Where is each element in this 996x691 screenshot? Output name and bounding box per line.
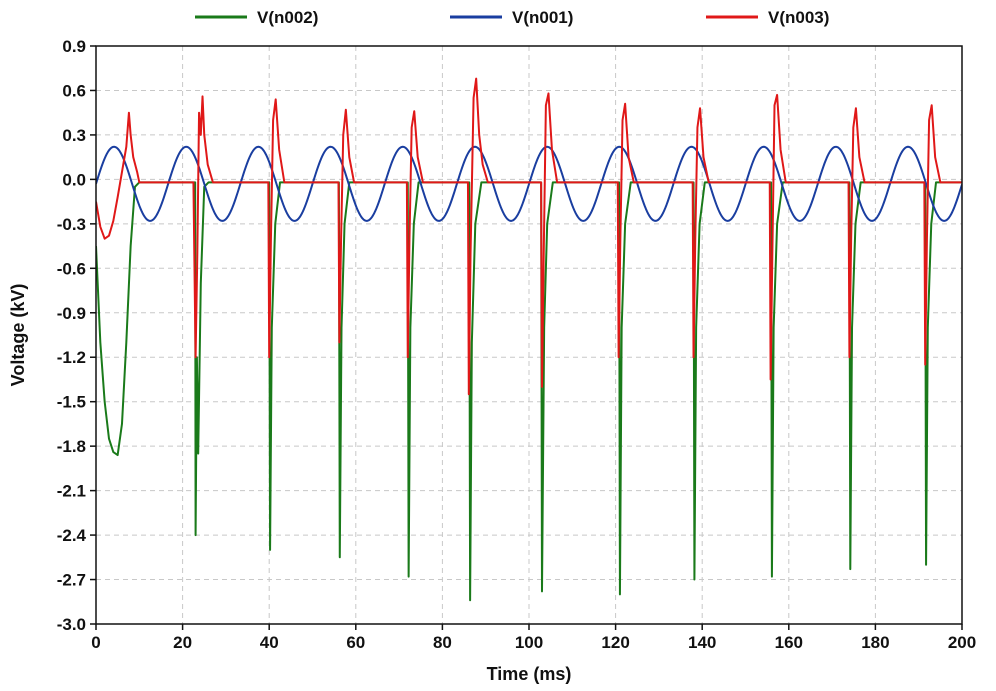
y-tick-label: 0.0 xyxy=(62,170,86,189)
y-tick-label: -0.6 xyxy=(57,259,86,278)
axis-ticks: 0 20 40 60 80 100 120 140 160 180 200 0.9 0.6 0.3 0.0 -… xyxy=(57,37,976,652)
legend-label: V(n001) xyxy=(512,8,573,27)
legend-label: V(n002) xyxy=(257,8,318,27)
x-tick-label: 200 xyxy=(948,633,976,652)
x-tick-label: 80 xyxy=(433,633,452,652)
y-tick-label: 0.9 xyxy=(62,37,86,56)
y-tick-label: -2.4 xyxy=(57,526,87,545)
y-tick-label: 0.3 xyxy=(62,126,86,145)
y-tick-label: -1.8 xyxy=(57,437,86,456)
y-tick-label: -1.2 xyxy=(57,348,86,367)
x-tick-label: 60 xyxy=(346,633,365,652)
x-tick-label: 100 xyxy=(515,633,543,652)
series-line-v-n003 xyxy=(96,77,962,396)
y-tick-label: -3.0 xyxy=(57,615,86,634)
series-line-v-n001 xyxy=(96,145,962,222)
y-tick-label: -2.1 xyxy=(57,482,86,501)
x-tick-label: 140 xyxy=(688,633,716,652)
legend: V(n002) V(n001) V(n003) xyxy=(195,8,829,27)
x-tick-label: 180 xyxy=(861,633,889,652)
y-tick-label: -2.7 xyxy=(57,571,86,590)
plot-series xyxy=(96,77,962,602)
y-tick-label: -1.5 xyxy=(57,393,86,412)
x-tick-label: 20 xyxy=(173,633,192,652)
y-tick-label: -0.9 xyxy=(57,304,86,323)
x-tick-label: 0 xyxy=(91,633,100,652)
y-tick-label: -0.3 xyxy=(57,215,86,234)
legend-label: V(n003) xyxy=(768,8,829,27)
x-tick-label: 120 xyxy=(601,633,629,652)
y-axis-title: Voltage (kV) xyxy=(8,284,28,387)
y-tick-label: 0.6 xyxy=(62,81,86,100)
x-tick-label: 160 xyxy=(775,633,803,652)
grid xyxy=(96,46,962,624)
x-tick-label: 40 xyxy=(260,633,279,652)
x-axis-title: Time (ms) xyxy=(487,664,572,684)
